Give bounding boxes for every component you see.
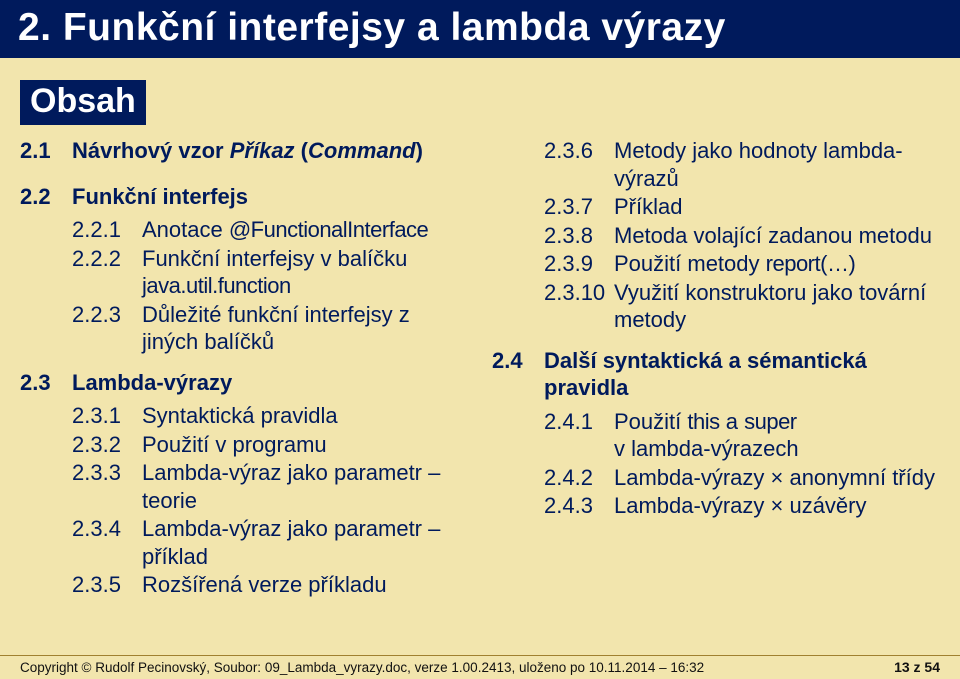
toc-sub-2-3-9: 2.3.9 Použití metody report(…) <box>544 250 936 278</box>
toc-text: Použití metody report(…) <box>614 250 855 278</box>
toc-text: Použití this a super v lambda-výrazech <box>614 408 799 463</box>
page-title-bar: 2. Funkční interfejsy a lambda výrazy <box>0 0 960 58</box>
toc-right-column: 2.3.6 Metody jako hodnoty lambda-výrazů … <box>492 137 936 600</box>
toc-sub-2-3-4: 2.3.4 Lambda-výraz jako parametr – příkl… <box>72 515 464 570</box>
toc-sub-2-3-7: 2.3.7 Příklad <box>544 193 936 221</box>
toc-text: Metody jako hodnoty lambda-výrazů <box>614 137 936 192</box>
toc-sub-2-3-1: 2.3.1 Syntaktická pravidla <box>72 402 464 430</box>
toc-text: Lambda-výrazy × anonymní třídy <box>614 464 935 492</box>
toc-text: Funkční interfejs <box>72 183 248 211</box>
toc-num: 2.3.1 <box>72 402 142 430</box>
toc-sub-2-4-3: 2.4.3 Lambda-výrazy × uzávěry <box>544 492 936 520</box>
toc-num: 2.2.2 <box>72 245 142 300</box>
toc-text: Anotace @FunctionalInterface <box>142 216 428 244</box>
toc-text: Metoda volající zadanou metodu <box>614 222 932 250</box>
toc-sub-2-4-2: 2.4.2 Lambda-výrazy × anonymní třídy <box>544 464 936 492</box>
toc-text-part: Použití metody <box>614 251 766 276</box>
toc-left-column: 2.1 Návrhový vzor Příkaz (Command) 2.2 F… <box>20 137 464 600</box>
toc-sec-2-4: 2.4 Další syntaktická a sémantická pravi… <box>492 347 936 402</box>
toc-text-part: ( <box>295 138 308 163</box>
toc-sec-2-3: 2.3 Lambda-výrazy <box>20 369 464 397</box>
toc-text-mono: java.util.function <box>142 273 291 298</box>
toc-text: Příklad <box>614 193 682 221</box>
toc-num: 2.2.3 <box>72 301 142 356</box>
toc-text: Důležité funkční interfejsy z jiných bal… <box>142 301 464 356</box>
toc-num: 2.3.3 <box>72 459 142 514</box>
toc-num: 2.1 <box>20 137 72 165</box>
toc-num: 2.2.1 <box>72 216 142 244</box>
toc-text: Lambda-výraz jako parametr – příklad <box>142 515 464 570</box>
obsah-badge: Obsah <box>20 80 146 125</box>
toc-num: 2.3.6 <box>544 137 614 192</box>
toc-sub-2-2-2: 2.2.2 Funkční interfejsy v balíčku java.… <box>72 245 464 300</box>
toc-num: 2.3.2 <box>72 431 142 459</box>
toc-text: Funkční interfejsy v balíčku java.util.f… <box>142 245 407 300</box>
toc-num: 2.4.2 <box>544 464 614 492</box>
toc-sub-2-3-6: 2.3.6 Metody jako hodnoty lambda-výrazů <box>544 137 936 192</box>
toc-text-part: a <box>720 409 744 434</box>
toc-num: 2.3 <box>20 369 72 397</box>
toc-text: Rozšířená verze příkladu <box>142 571 387 599</box>
footer-page-number: 13 z 54 <box>894 659 940 675</box>
toc-sub-2-3-2: 2.3.2 Použití v programu <box>72 431 464 459</box>
toc-text-part: Funkční interfejsy v balíčku <box>142 246 407 271</box>
toc-text-part: v lambda-výrazech <box>614 436 799 461</box>
toc-text-italic: Příkaz <box>230 138 295 163</box>
footer: Copyright © Rudolf Pecinovský, Soubor: 0… <box>0 655 960 679</box>
toc-text-italic: Command <box>308 138 416 163</box>
toc-text-part: Návrhový vzor <box>72 138 230 163</box>
toc-text: Lambda-výrazy <box>72 369 232 397</box>
toc-num: 2.3.5 <box>72 571 142 599</box>
toc-num: 2.4.3 <box>544 492 614 520</box>
toc-num: 2.3.9 <box>544 250 614 278</box>
toc-text-mono: @FunctionalInterface <box>229 217 428 242</box>
toc-text: Lambda-výrazy × uzávěry <box>614 492 867 520</box>
footer-copyright: Copyright © Rudolf Pecinovský, Soubor: 0… <box>20 660 704 675</box>
page-title: 2. Funkční interfejsy a lambda výrazy <box>18 6 726 49</box>
toc-sec-2-2: 2.2 Funkční interfejs <box>20 183 464 211</box>
toc-text-part: Anotace <box>142 217 229 242</box>
toc-num: 2.3.8 <box>544 222 614 250</box>
toc-sub-2-4-1: 2.4.1 Použití this a super v lambda-výra… <box>544 408 936 463</box>
toc-text: Lambda-výraz jako parametr – teorie <box>142 459 464 514</box>
toc-text: Využití konstruktoru jako tovární metody <box>614 279 936 334</box>
toc-text: Použití v programu <box>142 431 327 459</box>
toc-text: Syntaktická pravidla <box>142 402 338 430</box>
toc-num: 2.2 <box>20 183 72 211</box>
toc-text-mono: report(…) <box>766 251 856 276</box>
toc-content: 2.1 Návrhový vzor Příkaz (Command) 2.2 F… <box>0 137 960 600</box>
toc-sub-2-3-5: 2.3.5 Rozšířená verze příkladu <box>72 571 464 599</box>
toc-sec-2-1: 2.1 Návrhový vzor Příkaz (Command) <box>20 137 464 165</box>
toc-sub-2-2-1: 2.2.1 Anotace @FunctionalInterface <box>72 216 464 244</box>
toc-text-part: Použití <box>614 409 687 434</box>
toc-text: Další syntaktická a sémantická pravidla <box>544 347 936 402</box>
toc-num: 2.3.4 <box>72 515 142 570</box>
toc-num: 2.3.10 <box>544 279 614 334</box>
toc-num: 2.3.7 <box>544 193 614 221</box>
toc-sub-2-3-10: 2.3.10 Využití konstruktoru jako tovární… <box>544 279 936 334</box>
toc-sub-2-3-3: 2.3.3 Lambda-výraz jako parametr – teori… <box>72 459 464 514</box>
toc-text-mono: super <box>744 409 797 434</box>
toc-text-part: ) <box>416 138 423 163</box>
toc-sub-2-3-8: 2.3.8 Metoda volající zadanou metodu <box>544 222 936 250</box>
toc-num: 2.4.1 <box>544 408 614 463</box>
toc-sub-2-2-3: 2.2.3 Důležité funkční interfejsy z jiný… <box>72 301 464 356</box>
toc-num: 2.4 <box>492 347 544 402</box>
toc-text-mono: this <box>687 409 719 434</box>
toc-text: Návrhový vzor Příkaz (Command) <box>72 137 423 165</box>
